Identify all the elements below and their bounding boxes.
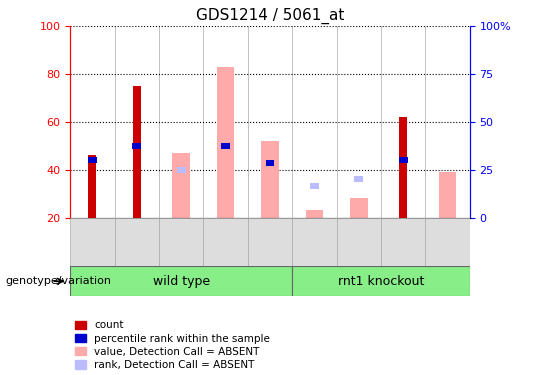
FancyBboxPatch shape (70, 217, 114, 266)
FancyBboxPatch shape (248, 217, 292, 266)
Bar (261, 141, 279, 218)
Bar (266, 159, 274, 165)
FancyBboxPatch shape (292, 266, 470, 296)
Title: GDS1214 / 5061_at: GDS1214 / 5061_at (196, 7, 344, 24)
Bar (133, 86, 141, 218)
Text: genotype/variation: genotype/variation (5, 276, 111, 286)
Bar (132, 143, 141, 149)
FancyBboxPatch shape (426, 217, 470, 266)
FancyBboxPatch shape (336, 217, 381, 266)
Bar (438, 172, 456, 217)
Bar (221, 143, 230, 149)
Bar (306, 210, 323, 218)
Legend: count, percentile rank within the sample, value, Detection Call = ABSENT, rank, : count, percentile rank within the sample… (76, 320, 270, 370)
Bar (89, 155, 97, 218)
FancyBboxPatch shape (292, 217, 336, 266)
Text: wild type: wild type (153, 275, 210, 288)
FancyBboxPatch shape (114, 217, 159, 266)
Bar (399, 117, 407, 218)
Text: rnt1 knockout: rnt1 knockout (338, 275, 424, 288)
FancyBboxPatch shape (159, 217, 204, 266)
FancyBboxPatch shape (204, 217, 248, 266)
FancyBboxPatch shape (381, 217, 426, 266)
Bar (354, 176, 363, 182)
FancyBboxPatch shape (70, 266, 292, 296)
Bar (350, 198, 368, 217)
Bar (310, 183, 319, 189)
Bar (177, 167, 186, 172)
Bar (399, 157, 408, 163)
Bar (217, 67, 234, 218)
Bar (172, 153, 190, 218)
Bar (88, 157, 97, 163)
